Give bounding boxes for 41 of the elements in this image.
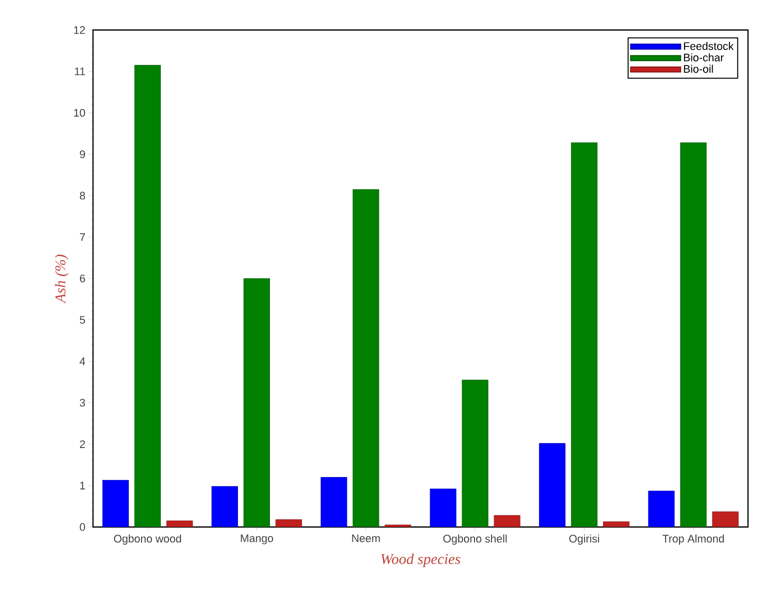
bar (712, 511, 739, 527)
y-tick-label: 3 (80, 398, 85, 407)
bar (430, 488, 456, 527)
bar (134, 64, 161, 527)
y-tick-label: 6 (80, 274, 85, 282)
bar (102, 480, 129, 527)
legend-label: Feedstock (684, 42, 734, 50)
y-tick-label: 7 (80, 233, 85, 241)
y-axis-title: Ash (%) (54, 254, 68, 304)
bar (603, 521, 630, 527)
bar (680, 142, 707, 527)
bar (648, 490, 675, 527)
bar (166, 520, 193, 527)
x-tick-label: Ogbono wood (114, 534, 181, 545)
bar (244, 278, 270, 527)
y-tick-label: 4 (80, 358, 86, 366)
x-tick-label: Ogirisi (569, 534, 600, 545)
legend-label: Bio-oil (684, 64, 713, 73)
bar (462, 380, 488, 527)
bar (539, 443, 566, 527)
y-tick-label: 12 (74, 26, 85, 34)
x-tick-label: Ogbono shell (443, 534, 507, 545)
x-axis-title: Wood species (381, 554, 460, 568)
y-tick-label: 1 (80, 482, 85, 490)
y-tick-label: 9 (80, 150, 85, 158)
bar (276, 519, 302, 527)
legend-label: Bio-char (684, 53, 724, 62)
x-tick-label: Mango (240, 534, 274, 544)
x-tick-label: Neem (352, 534, 380, 542)
y-tick-label: 8 (80, 192, 85, 200)
y-tick-label: 5 (80, 316, 86, 324)
bar (320, 477, 348, 527)
bar (571, 142, 598, 527)
y-tick-label: 10 (74, 108, 86, 117)
y-tick-label: 11 (74, 68, 85, 76)
y-tick-label: 0 (80, 523, 86, 531)
bar (494, 515, 520, 527)
bar (352, 189, 380, 527)
x-tick-label: Trop Almond (662, 534, 724, 545)
bar (212, 486, 238, 527)
y-tick-label: 2 (80, 440, 85, 448)
